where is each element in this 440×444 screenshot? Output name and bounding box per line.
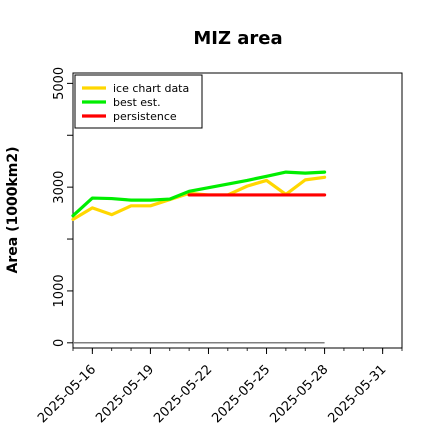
plot-frame <box>72 72 403 349</box>
x-tick-label: 2025-05-28 <box>267 362 331 426</box>
x-tick-label: 2025-05-16 <box>35 362 99 426</box>
chart-title: MIZ area <box>193 28 282 49</box>
x-tick-label: 2025-05-31 <box>325 362 389 426</box>
y-tick-label: 3000 <box>52 171 67 204</box>
x-tick-label: 2025-05-22 <box>151 362 215 426</box>
series-layer <box>71 170 327 344</box>
series-line-best-est <box>71 170 327 218</box>
y-tick-label: 0 <box>52 339 67 347</box>
x-tick-label: 2025-05-19 <box>93 362 157 426</box>
y-axis-label: Area (1000km2) <box>5 147 21 274</box>
legend-label-ice-chart-data: ice chart data <box>113 82 189 95</box>
legend-label-best-est: best est. <box>113 96 161 109</box>
y-tick-label: 1000 <box>52 274 67 307</box>
x-tick-label: 2025-05-25 <box>209 362 273 426</box>
plot-area <box>72 72 403 349</box>
y-tick-label: 5000 <box>52 67 67 100</box>
legend-label-persistence: persistence <box>113 110 177 123</box>
